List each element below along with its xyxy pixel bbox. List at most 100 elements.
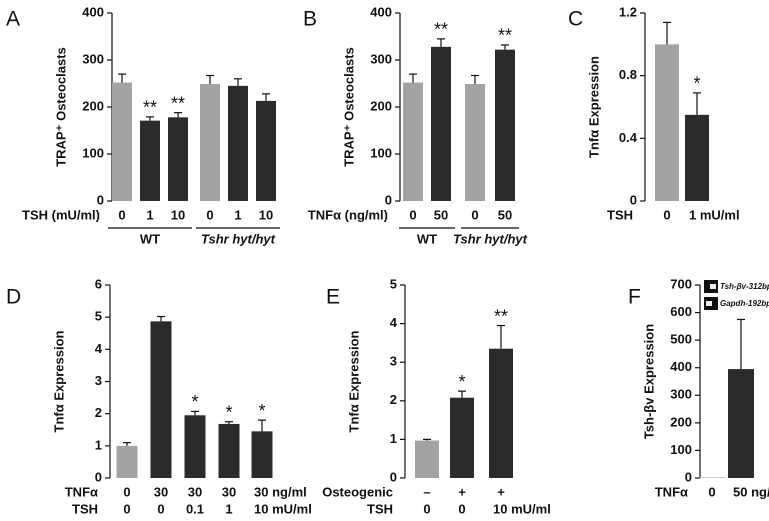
panel-letter: C (568, 8, 583, 31)
bar (256, 100, 276, 201)
x-tick-label: – (423, 484, 430, 499)
y-axis-label: Tsh-βv Expression (641, 324, 656, 439)
bar (415, 440, 439, 478)
bar (450, 397, 474, 478)
y-axis-label: Tnfα Expression (51, 330, 66, 432)
gel-label: Tsh-βv-312bp (720, 282, 769, 291)
x-tick-label: 30 ng/ml (254, 484, 307, 499)
bar (728, 369, 754, 478)
x-tick-label: 0 (458, 501, 465, 516)
x-tick-label: 30 (154, 484, 168, 499)
x-tick-label: 0.1 (186, 501, 204, 516)
y-tick-label: 2 (390, 392, 397, 407)
y-tick-label: 200 (370, 98, 392, 113)
y-tick-label: 300 (82, 51, 104, 66)
bar (184, 415, 206, 478)
y-tick-label: 0 (97, 192, 104, 207)
bar (251, 431, 273, 478)
x-tick-label: 10 mU/ml (254, 501, 312, 516)
group-label: Tshr hyt/hyt (201, 231, 276, 246)
bar (403, 82, 423, 201)
significance: * (258, 401, 265, 421)
significance: ** (498, 26, 512, 46)
bar (218, 423, 240, 478)
y-tick-label: 4 (95, 341, 103, 356)
y-tick-label: 600 (670, 304, 692, 319)
bar (200, 83, 220, 201)
bar (150, 321, 172, 478)
x-tick-label: 0 (123, 501, 130, 516)
x-tick-label: 50 (434, 207, 448, 222)
x-tick-label: 30 (188, 484, 202, 499)
x-tick-label: 1 (225, 501, 232, 516)
x-tick-label: 0 (206, 207, 213, 222)
y-tick-label: 1 (390, 431, 397, 446)
y-axis-label: Tnfα Expression (346, 330, 361, 432)
x-tick-label: 30 (222, 484, 236, 499)
x-row-label: TSH (607, 207, 633, 222)
bar (489, 348, 513, 478)
y-tick-label: 0 (630, 192, 637, 207)
y-tick-label: 400 (670, 359, 692, 374)
x-tick-label: + (497, 484, 505, 499)
y-tick-label: 400 (370, 4, 392, 19)
gel-band (706, 301, 712, 306)
x-row-label: TNFα (65, 484, 98, 499)
panel-letter: A (6, 8, 20, 31)
gel-band (710, 284, 716, 289)
y-tick-label: 0.8 (619, 67, 637, 82)
bar (655, 44, 679, 202)
y-tick-label: 1 (95, 437, 102, 452)
y-tick-label: 100 (670, 442, 692, 457)
x-tick-label: 1 (146, 207, 153, 222)
significance: * (225, 402, 232, 422)
y-axis-label: TRAP⁺ Osteoclasts (341, 47, 356, 167)
panel-letter: F (628, 286, 641, 309)
gel-label: Gapdh-192bp (720, 299, 769, 308)
x-tick-label: 10 (171, 207, 185, 222)
significance: * (693, 74, 700, 94)
y-tick-label: 5 (390, 276, 397, 291)
x-row-label: TNFα (ng/ml) (308, 207, 388, 222)
x-tick-label: 10 (259, 207, 273, 222)
panel-letter: D (6, 286, 21, 309)
y-axis-label: TRAP⁺ Osteoclasts (53, 47, 68, 167)
bar (465, 83, 485, 201)
x-row-label: TSH (367, 501, 393, 516)
y-tick-label: 0 (390, 469, 397, 484)
y-tick-label: 0 (385, 192, 392, 207)
x-tick-label: 0 (471, 207, 478, 222)
x-tick-label: + (458, 484, 466, 499)
bar (112, 82, 132, 201)
y-tick-label: 1.2 (619, 4, 637, 19)
y-tick-label: 3 (95, 373, 102, 388)
x-tick-label: 10 mU/ml (493, 501, 551, 516)
y-tick-label: 400 (82, 4, 104, 19)
x-tick-label: 1 mU/ml (689, 207, 740, 222)
x-tick-label: 50 ng/ml (733, 484, 769, 499)
x-tick-label: 0 (409, 207, 416, 222)
y-tick-label: 500 (670, 332, 692, 347)
panel-letter: E (326, 286, 340, 309)
bar (140, 120, 160, 201)
x-tick-label: 0 (423, 501, 430, 516)
x-row-label: TSH (mU/ml) (22, 207, 100, 222)
x-row-label: Osteogenic (322, 484, 393, 499)
bar (699, 477, 725, 478)
y-tick-label: 5 (95, 309, 102, 324)
bar (495, 49, 515, 201)
x-tick-label: 0 (663, 207, 670, 222)
x-tick-label: 50 (498, 207, 512, 222)
significance: ** (143, 98, 157, 118)
significance: * (191, 392, 198, 412)
y-tick-label: 200 (670, 414, 692, 429)
y-tick-label: 100 (370, 145, 392, 160)
y-tick-label: 6 (95, 276, 102, 291)
bar (228, 85, 248, 201)
x-tick-label: 0 (157, 501, 164, 516)
y-tick-label: 700 (670, 276, 692, 291)
y-tick-label: 100 (82, 145, 104, 160)
y-tick-label: 2 (95, 405, 102, 420)
group-label: Tshr hyt/hyt (453, 231, 528, 246)
